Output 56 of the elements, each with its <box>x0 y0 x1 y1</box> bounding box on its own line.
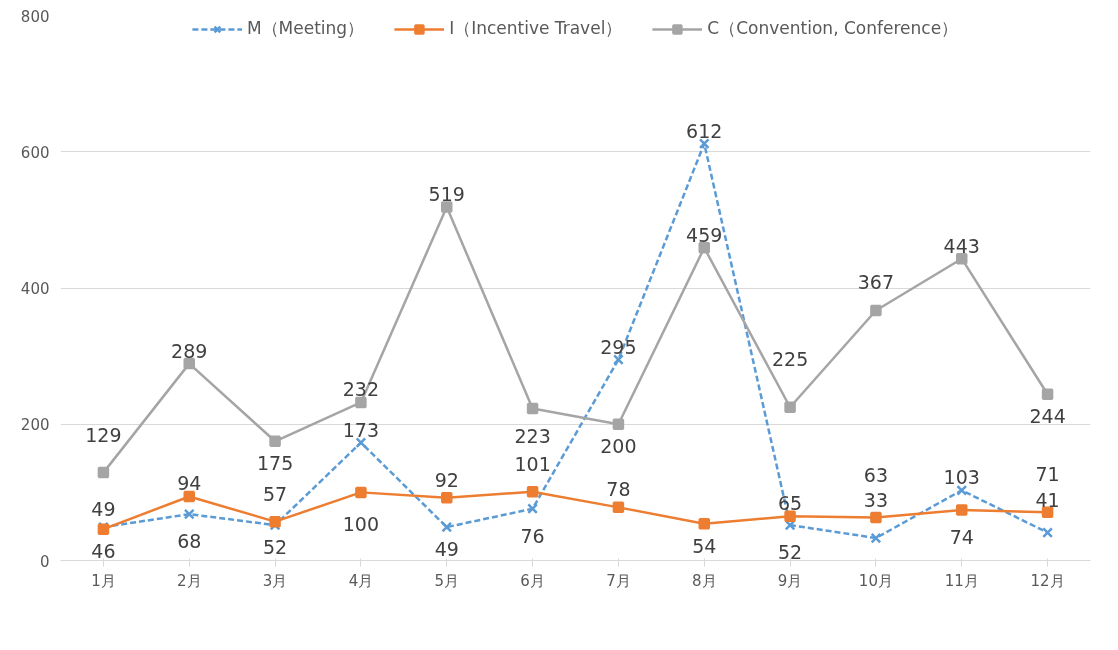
data-label: 76 <box>520 524 545 547</box>
legend-label: I（Incentive Travel） <box>449 17 623 40</box>
y-tick-label: 600 <box>20 143 50 162</box>
legend-label: C（Convention, Conference） <box>707 17 959 40</box>
data-label: 78 <box>606 478 631 501</box>
x-tick-label: 5月 <box>434 571 460 590</box>
data-label: 223 <box>514 424 551 447</box>
data-label: 101 <box>514 452 551 475</box>
data-label: 443 <box>943 234 980 257</box>
x-tick-label: 9月 <box>777 571 803 590</box>
x-tick-label: 11月 <box>944 571 979 590</box>
data-label: 74 <box>949 526 974 549</box>
data-label: 612 <box>686 119 723 142</box>
x-tick-label: 3月 <box>262 571 288 590</box>
legend-label: M（Meeting） <box>246 17 365 40</box>
x-tick-label: 4月 <box>348 571 374 590</box>
data-label: 41 <box>1035 488 1060 511</box>
data-label: 175 <box>256 452 294 475</box>
data-label: 200 <box>600 435 637 458</box>
data-label: 103 <box>943 466 980 489</box>
x-tick-label: 6月 <box>520 571 545 590</box>
data-label: 244 <box>1029 405 1066 428</box>
data-label: 232 <box>342 378 380 401</box>
x-tick-label: 7月 <box>606 571 631 590</box>
data-label: 63 <box>863 463 889 486</box>
y-tick-label: 400 <box>20 280 50 298</box>
data-label: 129 <box>85 423 122 446</box>
x-tick-label: 2月 <box>176 571 202 590</box>
data-label: 54 <box>692 534 717 557</box>
data-label: 367 <box>857 271 895 294</box>
y-tick-label: 200 <box>20 416 50 435</box>
data-label: 49 <box>434 538 459 561</box>
x-tick-label: 8月 <box>691 571 717 590</box>
x-tick-label: 1月 <box>91 571 116 590</box>
y-tick-label: 800 <box>20 7 50 26</box>
data-label: 65 <box>777 492 803 515</box>
data-label: 94 <box>177 472 202 495</box>
data-label: 68 <box>177 530 202 553</box>
data-label: 71 <box>1035 463 1060 486</box>
y-tick-label: 0 <box>39 552 50 571</box>
data-label: 289 <box>171 339 208 362</box>
data-label: 100 <box>342 513 380 536</box>
data-label: 519 <box>428 182 465 205</box>
data-label: 52 <box>777 541 803 564</box>
data-label: 46 <box>91 540 116 563</box>
data-label: 92 <box>434 468 459 491</box>
data-label: 225 <box>771 348 809 371</box>
data-label: 52 <box>262 536 288 559</box>
data-label: 459 <box>686 223 723 246</box>
data-label: 57 <box>262 482 288 505</box>
data-label: 295 <box>600 335 637 358</box>
data-label: 49 <box>91 498 116 521</box>
x-tick-label: 10月 <box>858 571 893 590</box>
data-label: 33 <box>863 489 889 512</box>
data-label: 173 <box>342 418 380 441</box>
x-tick-label: 12月 <box>1030 571 1065 590</box>
